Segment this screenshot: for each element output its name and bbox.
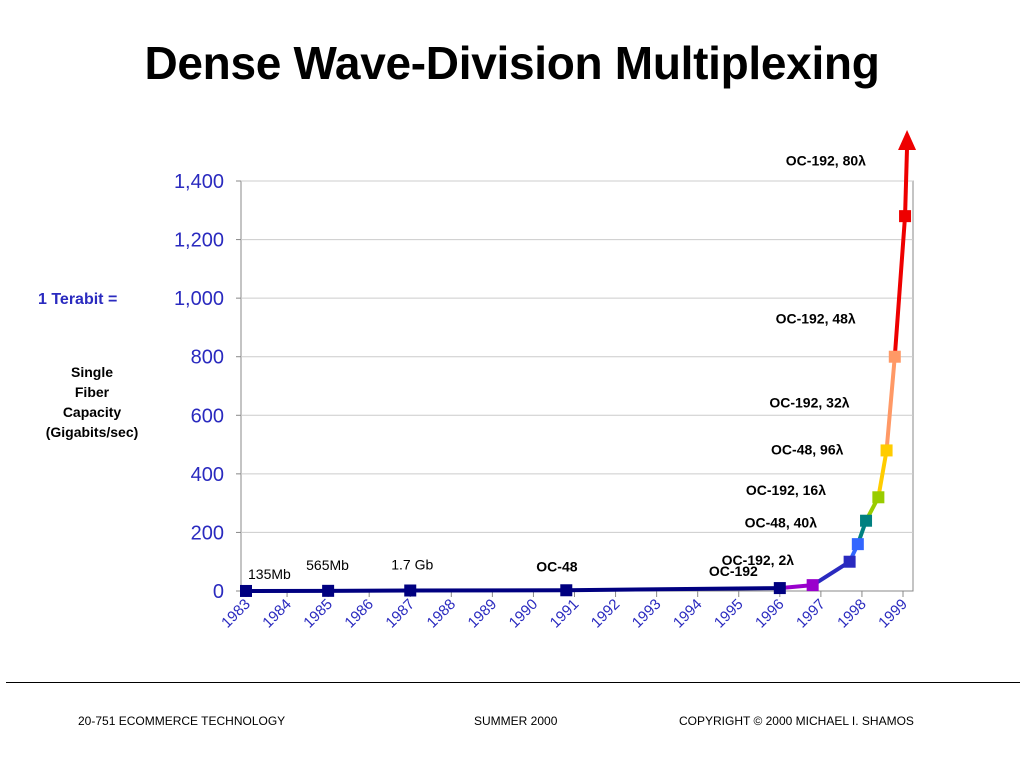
y-tick-label: 0 xyxy=(213,581,224,603)
x-tick-label: 1993 xyxy=(629,596,665,632)
data-label: OC-192, 80λ xyxy=(786,153,866,169)
x-tick-label: 1987 xyxy=(382,596,418,632)
data-label: OC-192, 32λ xyxy=(769,394,849,410)
data-point-marker xyxy=(880,444,893,457)
footer-course: 20-751 ECOMMERCE TECHNOLOGY xyxy=(78,714,286,728)
data-point-marker xyxy=(888,350,901,363)
data-label: OC-192, 48λ xyxy=(776,310,856,326)
series-segment xyxy=(884,354,897,453)
y-axis-label-line: Single xyxy=(70,364,113,380)
x-tick-label: 1997 xyxy=(793,596,829,632)
data-label: 135Mb xyxy=(248,566,291,582)
x-tick-label: 1990 xyxy=(506,596,542,632)
x-tick-label: 1988 xyxy=(424,596,460,632)
x-tick-label: 1992 xyxy=(588,596,624,632)
data-point-marker xyxy=(899,210,912,223)
footer-divider xyxy=(6,682,1020,683)
data-point-marker xyxy=(322,584,335,597)
slide-title: Dense Wave-Division Multiplexing xyxy=(144,37,880,89)
data-point-marker xyxy=(851,538,864,551)
x-tick-label: 1986 xyxy=(341,596,377,632)
y-tick-label: 400 xyxy=(191,464,224,486)
y-axis-label: Single Fiber Capacity (Gigabits/sec) xyxy=(22,362,162,442)
series-segment xyxy=(876,448,889,500)
data-label: OC-192 xyxy=(709,563,758,579)
y-tick-label: 800 xyxy=(191,347,224,369)
y-tick-label: 1,200 xyxy=(174,230,224,252)
data-point-marker xyxy=(843,555,856,568)
growth-arrow-shaft xyxy=(903,146,910,217)
y-tick-label: 600 xyxy=(191,405,224,427)
plot-area xyxy=(240,180,914,592)
x-tick-label: 1991 xyxy=(547,596,583,632)
data-point-marker xyxy=(240,584,252,597)
data-label: 1.7 Gb xyxy=(391,557,433,573)
series-segment xyxy=(564,586,782,593)
data-label: OC-192, 16λ xyxy=(746,482,826,498)
x-tick-label: 1999 xyxy=(875,596,911,632)
y-tick-label: 200 xyxy=(191,522,224,544)
x-tick-label: 1996 xyxy=(752,596,788,632)
data-point-marker xyxy=(872,491,885,504)
x-tick-label: 1989 xyxy=(465,596,501,632)
growth-arrow-head xyxy=(898,130,917,150)
y-axis-label-line: Capacity xyxy=(62,404,122,420)
series-segment xyxy=(892,214,908,359)
data-label: 565Mb xyxy=(306,557,349,573)
x-tick-label: 1984 xyxy=(259,596,295,632)
footer-term: SUMMER 2000 xyxy=(474,714,558,728)
y-tick-label: 1,400 xyxy=(174,171,224,193)
x-tick-label: 1998 xyxy=(834,596,870,632)
x-tick-label: 1994 xyxy=(670,596,706,632)
data-point-marker xyxy=(806,579,819,592)
data-point-marker xyxy=(560,584,573,597)
footer-copyright: COPYRIGHT © 2000 MICHAEL I. SHAMOS xyxy=(679,714,914,728)
data-label: OC-192, 2λ xyxy=(722,552,795,568)
data-label: OC-48, 96λ xyxy=(771,442,844,458)
y-axis-label-line: (Gigabits/sec) xyxy=(45,424,139,440)
x-tick-label: 1985 xyxy=(300,596,336,632)
data-label: OC-48, 40λ xyxy=(745,515,818,531)
x-tick-label: 1995 xyxy=(711,596,747,632)
y-tick-label: 1,000 xyxy=(174,288,224,310)
terabit-annotation: 1 Terabit = xyxy=(38,291,118,308)
y-axis-label-line: Fiber xyxy=(74,384,110,400)
data-point-marker xyxy=(860,514,873,527)
data-point-marker xyxy=(404,584,417,597)
series-segment xyxy=(810,559,852,588)
data-label: OC-48 xyxy=(536,558,577,574)
data-point-marker xyxy=(773,582,786,595)
